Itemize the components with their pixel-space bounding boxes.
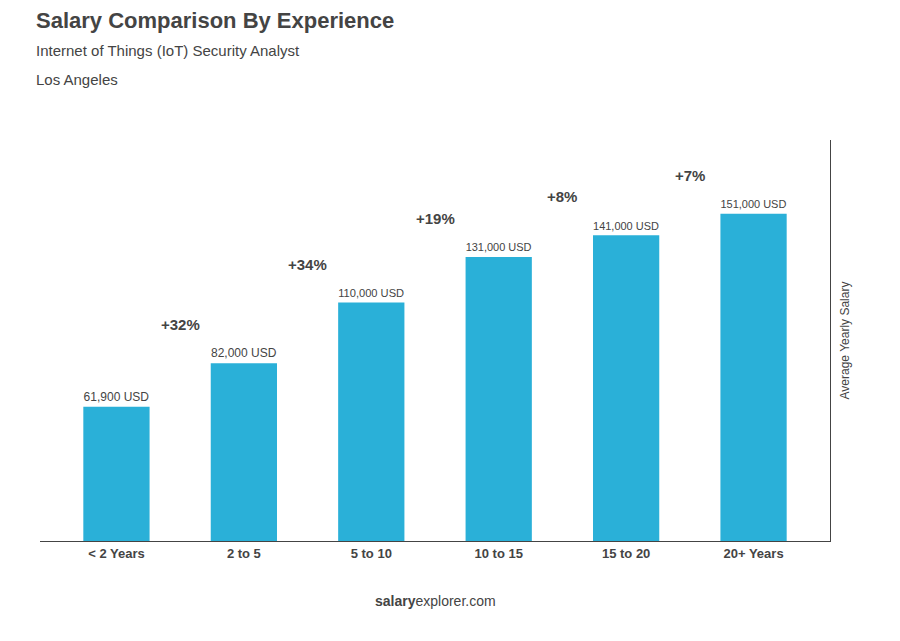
svg-text:+7%: +7% — [675, 167, 705, 184]
svg-text:15 to 20: 15 to 20 — [602, 546, 650, 561]
svg-text:Average Yearly Salary: Average Yearly Salary — [838, 282, 852, 400]
svg-text:151,000 USD: 151,000 USD — [720, 198, 786, 210]
svg-text:10 to 15: 10 to 15 — [474, 546, 522, 561]
svg-text:+8%: +8% — [547, 188, 577, 205]
svg-text:5 to 10: 5 to 10 — [351, 546, 392, 561]
svg-text:+19%: +19% — [416, 210, 455, 227]
svg-text:+32%: +32% — [161, 316, 200, 333]
svg-text:61,900 USD: 61,900 USD — [84, 390, 150, 404]
svg-text:82,000 USD: 82,000 USD — [211, 346, 277, 360]
svg-text:2 to 5: 2 to 5 — [227, 546, 261, 561]
svg-text:+34%: +34% — [288, 256, 327, 273]
svg-text:110,000 USD: 110,000 USD — [338, 287, 404, 299]
svg-text:141,000 USD: 141,000 USD — [593, 220, 659, 232]
svg-text:131,000 USD: 131,000 USD — [466, 241, 532, 253]
svg-text:Salary Comparison By Experienc: Salary Comparison By ExperienceInternet … — [36, 8, 394, 88]
svg-text:20+ Years: 20+ Years — [723, 546, 783, 561]
svg-text:salaryexplorer.com: salaryexplorer.com — [375, 593, 496, 609]
svg-text:< 2 Years: < 2 Years — [88, 546, 145, 561]
